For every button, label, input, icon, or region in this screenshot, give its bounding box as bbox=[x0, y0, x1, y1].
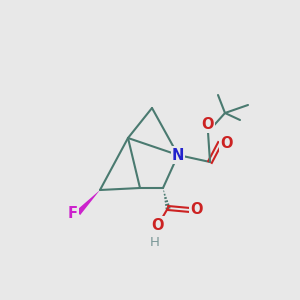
Text: O: O bbox=[220, 136, 233, 151]
Text: O: O bbox=[152, 218, 164, 232]
Text: N: N bbox=[172, 148, 184, 163]
Text: H: H bbox=[150, 236, 160, 248]
Text: O: O bbox=[202, 117, 214, 132]
Text: O: O bbox=[190, 202, 203, 217]
Text: F: F bbox=[68, 206, 78, 220]
Polygon shape bbox=[76, 190, 100, 215]
